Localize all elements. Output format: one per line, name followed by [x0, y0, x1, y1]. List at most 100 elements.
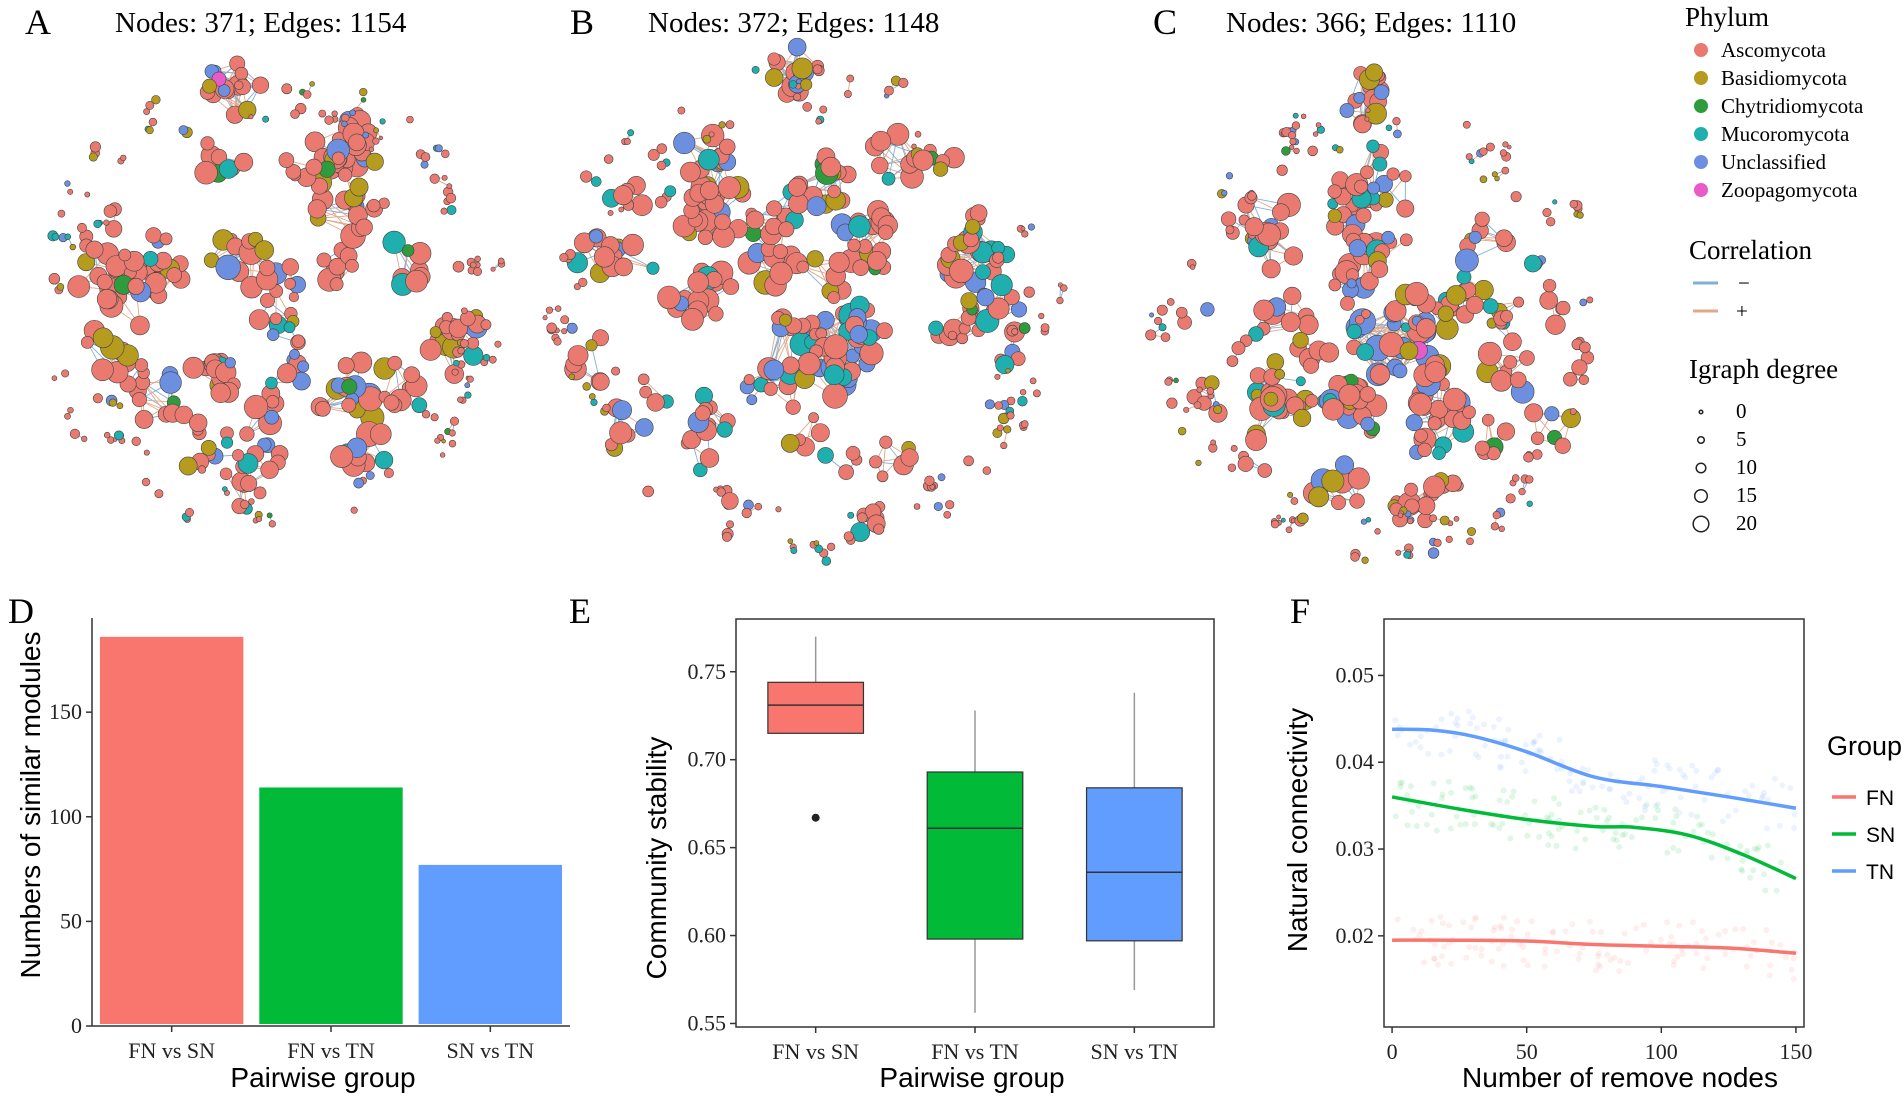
chart-f-point-SN	[1462, 821, 1469, 828]
chart-f-line-TN	[1392, 727, 1797, 810]
phylum-swatch-ascomycota	[1694, 43, 1708, 57]
network-node	[64, 412, 71, 420]
network-node	[1365, 63, 1384, 82]
network-node	[623, 138, 631, 145]
chart-f-point-TN	[1505, 726, 1512, 733]
network-node	[992, 251, 1005, 264]
chart-f-point-FN	[1520, 957, 1527, 964]
network-node	[1439, 515, 1450, 526]
network-node	[580, 170, 593, 183]
chart-d-ylabel: Numbers of similar modules	[15, 632, 46, 979]
network-node	[452, 260, 465, 273]
network-node	[785, 399, 801, 415]
network-node	[1370, 260, 1389, 278]
network-node	[67, 188, 74, 195]
correlation-legend-title: Correlation	[1689, 235, 1812, 265]
network-node	[1396, 199, 1415, 218]
network-node	[134, 410, 154, 429]
network-node	[307, 199, 327, 219]
chart-f-point-FN	[1643, 947, 1650, 954]
phylum-swatch-zoopagomycota	[1694, 183, 1708, 197]
network-node	[618, 206, 625, 213]
network-node	[1248, 326, 1264, 342]
network-node	[378, 197, 390, 209]
network-node	[341, 397, 357, 413]
network-node	[1427, 416, 1442, 431]
network-node	[673, 131, 696, 155]
network-node	[1006, 411, 1015, 420]
network-node	[913, 503, 921, 510]
network-node	[383, 468, 394, 479]
network-node	[67, 275, 90, 298]
network-node	[406, 115, 414, 124]
chart-f-point-FN	[1524, 962, 1531, 969]
network-node	[614, 257, 633, 277]
chart-d-xtick-label: FN vs TN	[287, 1038, 375, 1063]
chart-f-point-TN	[1715, 766, 1722, 773]
network-node	[1500, 309, 1513, 323]
network-node	[751, 65, 760, 74]
chart-f-point-TN	[1599, 783, 1606, 790]
network-node	[1372, 156, 1388, 172]
network-node	[1381, 230, 1395, 245]
panel-letter-a: A	[25, 2, 51, 42]
chart-f-point-SN	[1764, 842, 1771, 849]
network-node	[700, 180, 720, 200]
chart-d: 0 50 100 150 FN vs SN FN vs TN SN vs TN	[49, 618, 570, 1063]
network-node	[96, 289, 118, 310]
chart-f-point-FN	[1790, 955, 1797, 962]
network-node	[497, 257, 505, 265]
network-node	[1525, 475, 1534, 484]
network-node	[1353, 92, 1366, 104]
network-node	[718, 176, 741, 199]
network-node	[1378, 332, 1404, 357]
network-node	[331, 110, 338, 117]
network-node	[420, 152, 431, 162]
network-node	[434, 437, 441, 444]
network-node	[1563, 372, 1578, 387]
network-node	[244, 394, 269, 420]
network-node	[687, 271, 709, 293]
network-node	[130, 315, 150, 336]
chart-f-point-FN	[1740, 925, 1747, 932]
chart-f-point-FN	[1703, 935, 1710, 942]
network-node	[1495, 229, 1513, 247]
network-node	[763, 359, 785, 381]
chart-f-point-TN	[1473, 725, 1480, 732]
network-node	[1578, 374, 1589, 386]
chart-f-ytick-label: 0.03	[1336, 836, 1375, 861]
network-node	[154, 489, 164, 499]
chart-f-line-FN	[1392, 938, 1797, 955]
chart-f-point-SN	[1737, 843, 1744, 850]
network-node	[1023, 286, 1035, 298]
chart-f-point-SN	[1404, 792, 1411, 799]
network-node	[166, 267, 182, 283]
network-node	[142, 251, 159, 267]
chart-f-point-TN	[1606, 786, 1613, 793]
network-node	[69, 428, 80, 439]
network-node	[627, 129, 635, 137]
network-node	[631, 194, 653, 216]
network-node	[288, 291, 299, 303]
network-node	[234, 152, 254, 172]
network-node	[278, 152, 295, 168]
network-node	[464, 391, 472, 399]
chart-d-ytick-label: 100	[49, 804, 82, 829]
chart-f-point-FN	[1520, 943, 1527, 950]
chart-f-point-TN	[1701, 796, 1708, 803]
chart-e: 0.55 0.60 0.65 0.70 0.75 FN vs SN FN vs TN SN v…	[688, 618, 1215, 1064]
phylum-label-chytridiomycota: Chytridiomycota	[1721, 94, 1864, 118]
network-node	[820, 156, 841, 178]
network-node	[796, 260, 810, 274]
network-node	[1503, 355, 1518, 370]
chart-f-point-SN	[1670, 844, 1677, 851]
network-node	[1003, 425, 1012, 434]
network-node	[826, 542, 836, 552]
chart-f-point-SN	[1723, 841, 1730, 848]
network-node	[1462, 405, 1476, 419]
network-node	[1445, 535, 1453, 543]
network-node	[639, 385, 652, 399]
chart-f-point-SN	[1445, 778, 1452, 785]
network-node	[1285, 526, 1293, 534]
network-node	[1417, 442, 1432, 457]
